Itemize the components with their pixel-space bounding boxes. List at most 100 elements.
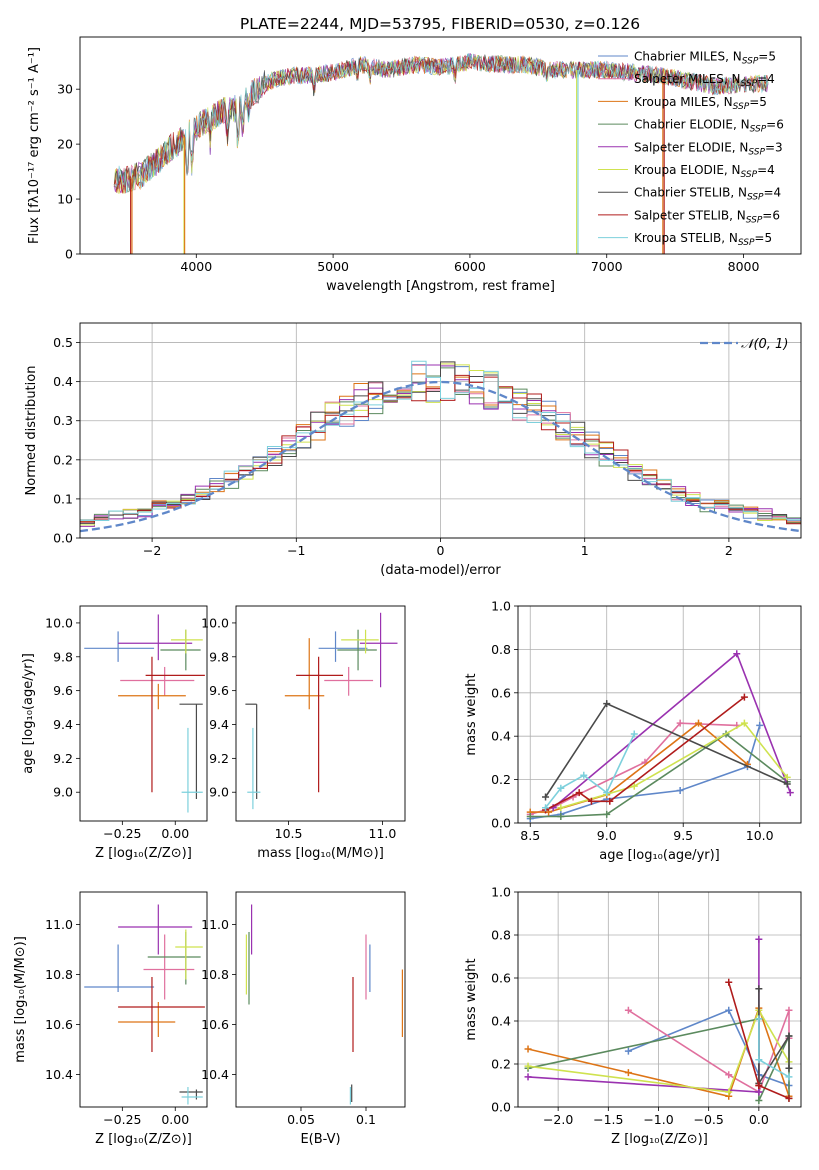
age_vs_mass-xlabel: mass [log₁₀(M/M⊙)] [257, 846, 384, 861]
spectrum-line [114, 53, 769, 193]
mass_vs_Z-plot-area [84, 904, 205, 1105]
weight_vs_age-xtick-label: 9.0 [597, 828, 617, 843]
mass_vs_EBV-panel: 0.05 0.1 10.4 10.6 10.8 11.0 E(B-V) [201, 891, 406, 1147]
residuals-ytick-label: 0.1 [53, 491, 73, 506]
mass_vs_Z-panel: −0.25 0.00 10.4 10.6 10.8 11.0 Z [log₁₀(Z/Z⊙)]… [13, 891, 208, 1147]
spectrum-xlabel: wavelength [Angstrom, rest frame] [326, 279, 555, 294]
mass_vs_EBV-ytick-label: 10.8 [201, 967, 229, 982]
weight_vs_age-series [557, 719, 791, 812]
age_vs_Z-ytick-label: 9.0 [53, 785, 73, 800]
spectrum-xtick-label: 8000 [728, 259, 760, 274]
age_vs_mass-plot-area [245, 612, 398, 810]
spectrum-ytick-label: 10 [57, 192, 73, 207]
mass_vs_Z-point [143, 934, 195, 1000]
legend-entry: Salpeter ELODIE, NSSP=3 [634, 140, 783, 157]
weight_vs_Z-marker [755, 1056, 763, 1064]
weight_vs_Z-xtick-label: −0.5 [693, 1112, 723, 1127]
mass_vs_Z-ytick-label: 11.0 [45, 917, 73, 932]
histogram-series [80, 361, 801, 524]
weight_vs_age-line [530, 725, 761, 820]
weight_vs_age-marker [733, 650, 741, 658]
weight_vs_Z-marker [785, 1032, 793, 1040]
age_vs_Z-ytick-label: 9.6 [53, 683, 73, 698]
weight_vs_age-series [542, 730, 638, 812]
weight_vs_age-marker [786, 789, 794, 797]
weight_vs_Z-line [628, 1009, 790, 1087]
mass_vs_Z-point [84, 944, 155, 992]
weight_vs_age-panel: 8.5 9.0 9.5 10.0 0.0 0.2 0.4 0.6 0.8 1.0 age [log₁… [464, 599, 802, 863]
weight_vs_age-ytick-label: 0.2 [491, 772, 511, 787]
weight_vs_age-plot-area [526, 650, 794, 823]
weight_vs_age-marker [575, 789, 583, 797]
legend-entry: Kroupa MILES, NSSP=5 [634, 95, 767, 112]
age_vs_mass-point [324, 666, 374, 696]
weight_vs_age-xtick-label: 10.0 [746, 828, 774, 843]
weight_vs_Z-ytick-label: 0.6 [491, 971, 511, 986]
weight_vs_age-marker [756, 721, 764, 729]
mass_vs_EBV-xlabel: E(B-V) [300, 1132, 340, 1147]
weight_vs_Z-ytick-label: 0.0 [491, 1100, 511, 1115]
weight_vs_age-marker [557, 812, 565, 820]
age_vs_Z-ytick-label: 9.4 [53, 717, 73, 732]
weight_vs_Z-marker [755, 985, 763, 993]
mass_vs_EBV-ytick-label: 11.0 [201, 917, 229, 932]
age_vs_mass-ytick-label: 9.2 [209, 751, 229, 766]
age_vs_Z-point [120, 666, 195, 696]
weight_vs_Z-marker [725, 1071, 733, 1079]
weight_vs_age-marker [603, 789, 611, 797]
spectrum-ytick-label: 0 [65, 247, 73, 262]
age_vs_mass-xtick-label: 10.5 [275, 826, 303, 841]
weight_vs_Z-marker [524, 1045, 532, 1053]
spectrum-ytick-label: 30 [57, 82, 73, 97]
age_vs_Z-ylabel: age [log₁₀(age/yr)] [21, 653, 36, 774]
spectrum-xtick-label: 6000 [454, 259, 486, 274]
weight_vs_age-marker [783, 780, 791, 788]
mass_vs_Z-point [118, 977, 205, 1052]
weight_vs_Z-marker [785, 1094, 793, 1102]
age_vs_mass-point [284, 638, 325, 710]
residuals-ytick-label: 0.0 [53, 531, 73, 546]
age_vs_mass-point [337, 629, 377, 671]
legend-entry: Kroupa STELIB, NSSP=5 [634, 231, 772, 248]
weight_vs_Z-line [758, 1018, 790, 1078]
legend-entry: Salpeter MILES, NSSP=4 [634, 72, 775, 89]
residuals-xtick-label: 2 [725, 543, 733, 558]
spectrum-ytick-label: 20 [57, 137, 73, 152]
age_vs_Z-frame [79, 605, 208, 822]
mass_vs_EBV-ytick-label: 10.4 [201, 1067, 229, 1082]
legend-entry: Salpeter STELIB, NSSP=6 [634, 208, 780, 225]
weight_vs_Z-series [725, 978, 793, 1102]
weight_vs_age-marker [676, 719, 684, 727]
weight_vs_Z-marker [524, 1062, 532, 1070]
legend-entry: Chabrier STELIB, NSSP=4 [634, 186, 781, 203]
weight_vs_age-marker [542, 793, 550, 801]
residuals-frame [79, 322, 802, 539]
weight_vs_age-ytick-label: 0.6 [491, 685, 511, 700]
mass_vs_Z-ytick-label: 10.8 [45, 967, 73, 982]
residuals-xtick-label: −2 [143, 543, 161, 558]
weight_vs_Z-ytick-label: 0.2 [491, 1057, 511, 1072]
histogram-series [80, 360, 801, 521]
age_vs_Z-point [181, 727, 203, 813]
weight_vs_Z-ytick-label: 0.4 [491, 1014, 511, 1029]
weight_vs_age-marker [740, 693, 748, 701]
mass_vs_Z-point [118, 904, 193, 955]
age_vs_mass-panel: 10.5 11.0 9.0 9.2 9.4 9.6 9.8 10.0 mass [log₁₀(M… [201, 605, 406, 861]
age_vs_Z-panel: −0.25 0.00 9.0 9.2 9.4 9.6 9.8 10.0 Z [log₁₀(Z/Z… [21, 605, 208, 861]
gaussian-legend-label: 𝒩(0, 1) [741, 337, 788, 352]
mass_vs_Z-point [147, 932, 201, 985]
age_vs_mass-ytick-label: 9.6 [209, 683, 229, 698]
weight_vs_Z-marker [755, 1097, 763, 1105]
residuals-ytick-label: 0.3 [53, 413, 73, 428]
mass_vs_Z-ytick-label: 10.4 [45, 1067, 73, 1082]
weight_vs_age-marker [630, 782, 638, 790]
age_vs_Z-ytick-label: 10.0 [45, 615, 73, 630]
weight_vs_Z-marker [725, 978, 733, 986]
mass_vs_EBV-xtick-label: 0.1 [356, 1112, 376, 1127]
weight_vs_Z-marker [785, 1064, 793, 1072]
age_vs_mass-point [245, 703, 258, 799]
weight_vs_Z-marker [755, 1015, 763, 1023]
weight_vs_Z-series [524, 1006, 793, 1096]
spectrum-frame [79, 36, 802, 255]
legend-entry: Kroupa ELODIE, NSSP=4 [634, 163, 775, 180]
